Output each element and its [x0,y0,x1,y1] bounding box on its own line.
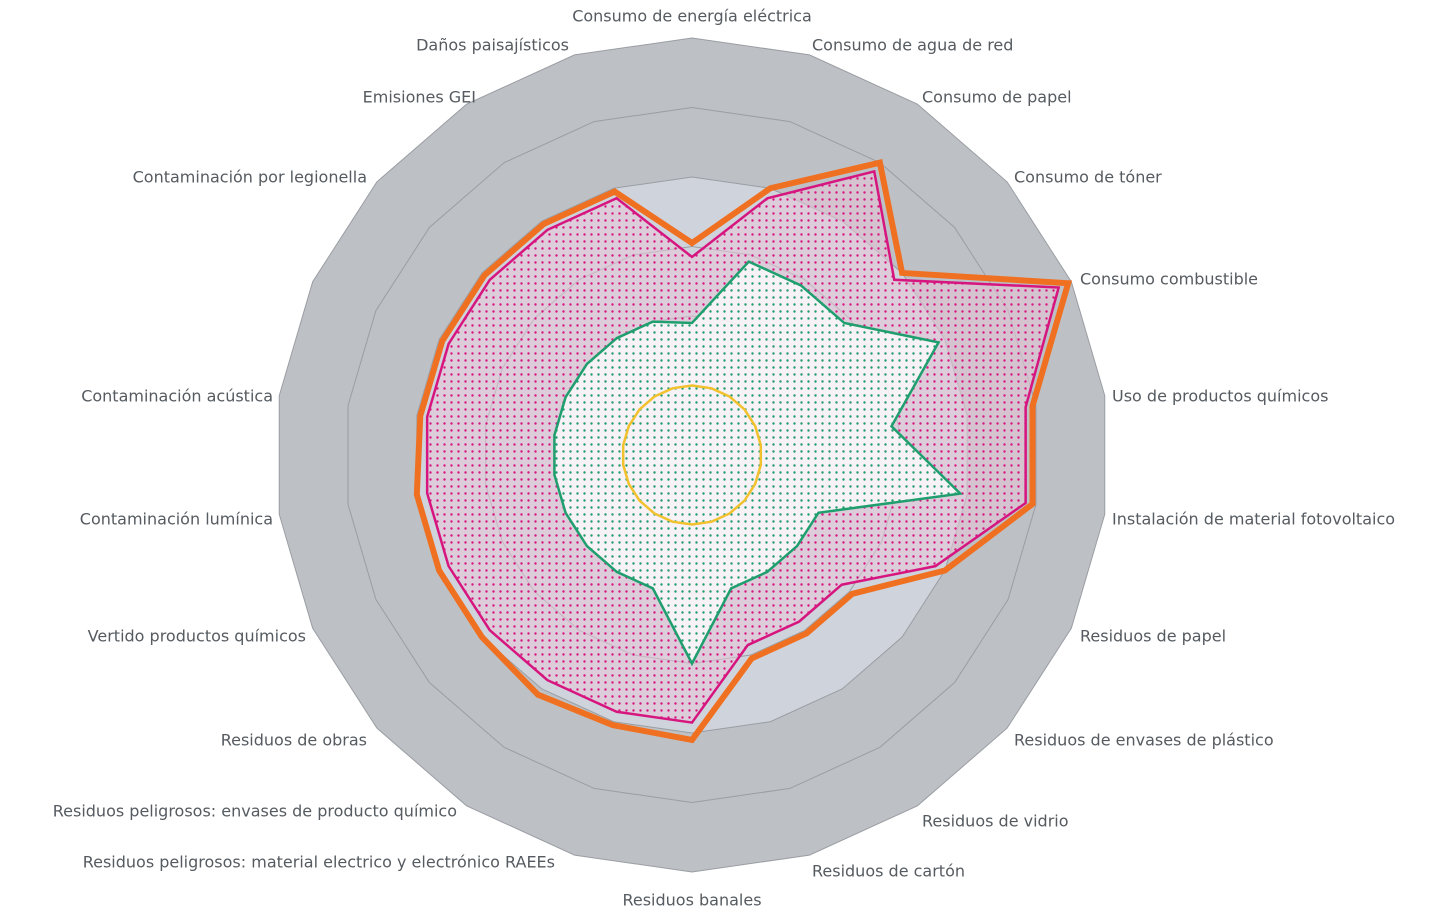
grid-ring [347,106,1037,804]
axis-label: Contaminación acústica [81,387,273,406]
axis-label: Residuos peligrosos: material electrico … [83,853,555,872]
axis-label: Residuos de obras [221,731,367,750]
axis-label: Residuos banales [622,891,761,910]
series-area [413,159,1073,744]
axis-label: Contaminación por legionella [133,168,367,187]
axis-label: Residuos peligrosos: envases de producto… [53,802,457,821]
series-area [621,384,763,526]
axis-label: Consumo de agua de red [812,36,1013,55]
axis-label: Consumo de tóner [1014,168,1162,187]
axis-label: Contaminación lumínica [80,510,273,529]
axis-label: Emisiones GEI [363,88,476,107]
axis-label: Residuos de papel [1080,627,1226,646]
axis-label: Uso de productos químicos [1112,387,1328,406]
axis-label: Consumo de energía eléctrica [572,7,812,26]
series-area [553,260,963,667]
axis-label: Instalación de material fotovoltaico [1112,510,1395,529]
axis-label: Vertido productos químicos [88,627,306,646]
axis-label: Residuos de cartón [812,862,965,881]
axis-label: Consumo combustible [1080,270,1258,289]
axis-label: Daños paisajísticos [416,36,569,55]
axis-label: Residuos de envases de plástico [1014,731,1274,750]
axis-label: Residuos de vidrio [922,812,1069,831]
axis-label: Consumo de papel [922,88,1072,107]
